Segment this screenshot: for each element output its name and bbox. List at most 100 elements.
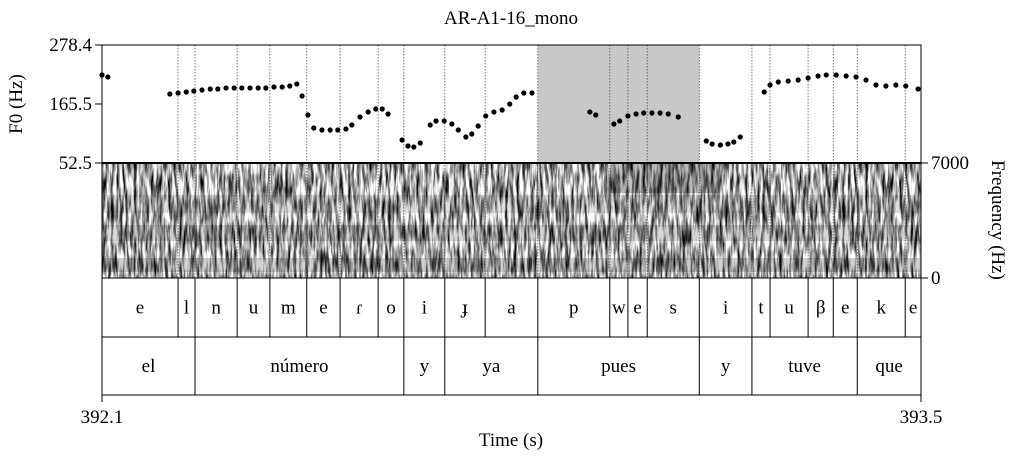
f0-point bbox=[805, 75, 811, 81]
f0-point bbox=[183, 89, 189, 95]
f0-point bbox=[491, 109, 497, 115]
f0-point bbox=[893, 82, 899, 88]
f0-point bbox=[483, 113, 489, 119]
f0-point bbox=[593, 112, 599, 118]
tier-label: tuve bbox=[788, 356, 821, 377]
f0-point bbox=[287, 83, 293, 89]
f0-point bbox=[263, 85, 269, 91]
f0-point bbox=[767, 82, 773, 88]
tier-label: u bbox=[784, 298, 794, 319]
f0-point bbox=[343, 126, 349, 132]
f0-point bbox=[299, 93, 305, 99]
f0-point bbox=[311, 125, 317, 131]
highlight-region bbox=[537, 45, 700, 163]
f0-point bbox=[625, 113, 631, 119]
f0-point bbox=[507, 101, 513, 107]
f0-point bbox=[853, 74, 859, 80]
f0-point bbox=[469, 131, 475, 137]
tier-label: s bbox=[670, 298, 677, 319]
tier-label: y bbox=[721, 356, 731, 377]
f0-point bbox=[863, 77, 869, 83]
f0-point bbox=[463, 134, 469, 140]
f0-point bbox=[271, 84, 277, 90]
spectrogram bbox=[102, 163, 921, 278]
f0-point bbox=[725, 141, 731, 147]
y2-axis-label: Frequency (Hz) bbox=[987, 160, 1008, 280]
tier-label: β bbox=[816, 298, 826, 319]
tier-label: i bbox=[723, 298, 728, 319]
f0-point bbox=[785, 78, 791, 84]
f0-point bbox=[815, 73, 821, 79]
f0-point bbox=[105, 74, 111, 80]
f0-point bbox=[709, 141, 715, 147]
tier-label: que bbox=[875, 356, 902, 377]
f0-point bbox=[617, 118, 623, 124]
f0-point bbox=[327, 127, 333, 133]
f0-point bbox=[379, 106, 385, 112]
f0-point bbox=[417, 140, 423, 146]
f0-point bbox=[239, 85, 245, 91]
f0-point bbox=[373, 106, 379, 112]
tier-label: u bbox=[249, 298, 259, 319]
f0-point bbox=[587, 109, 593, 115]
x-tick-label: 393.5 bbox=[900, 407, 943, 428]
tier-label: e bbox=[633, 298, 641, 319]
f0-point bbox=[215, 86, 221, 92]
tier-label: el bbox=[142, 356, 156, 377]
tier-label: t bbox=[758, 298, 764, 319]
f0-point bbox=[357, 114, 363, 120]
plot-layer bbox=[99, 45, 921, 395]
x-tick-label: 392.1 bbox=[81, 407, 124, 428]
f0-point bbox=[611, 121, 617, 127]
f0-point bbox=[775, 79, 781, 85]
frame bbox=[101, 44, 922, 396]
tier-label: y bbox=[420, 356, 430, 377]
f0-point bbox=[915, 86, 921, 92]
tier-label: p bbox=[569, 298, 579, 319]
tier-label: e bbox=[909, 298, 917, 319]
tier-label: n bbox=[211, 298, 221, 319]
f0-point bbox=[737, 134, 743, 140]
f0-point bbox=[335, 127, 341, 133]
f0-point bbox=[657, 110, 663, 116]
f0-point bbox=[441, 118, 447, 124]
f0-point bbox=[873, 82, 879, 88]
f0-point bbox=[411, 144, 417, 150]
f0-point bbox=[513, 94, 519, 100]
f0-point bbox=[294, 81, 300, 87]
tier-label: l bbox=[184, 298, 189, 319]
tier-label: e bbox=[841, 298, 849, 319]
f0-point bbox=[455, 127, 461, 133]
y-axis-label: F0 (Hz) bbox=[6, 74, 27, 134]
x-axis-label: Time (s) bbox=[479, 430, 543, 451]
y2-tick-label: 7000 bbox=[931, 153, 969, 174]
f0-point bbox=[385, 111, 391, 117]
tier-label: número bbox=[270, 356, 328, 377]
f0-point bbox=[499, 107, 505, 113]
tier-label: e bbox=[136, 298, 144, 319]
tier-label: w bbox=[612, 298, 626, 319]
f0-point bbox=[449, 121, 455, 127]
f0-point bbox=[633, 111, 639, 117]
f0-point bbox=[433, 118, 439, 124]
y-tick-label: 52.5 bbox=[59, 153, 92, 174]
f0-point bbox=[883, 83, 889, 89]
f0-point bbox=[665, 111, 671, 117]
f0-point bbox=[175, 90, 181, 96]
f0-point bbox=[405, 143, 411, 149]
f0-point bbox=[823, 72, 829, 78]
f0-point bbox=[649, 110, 655, 116]
f0-point bbox=[761, 89, 767, 95]
f0-point bbox=[305, 112, 311, 118]
tier-label: i bbox=[422, 298, 427, 319]
f0-point bbox=[641, 110, 647, 116]
f0-point bbox=[199, 87, 205, 93]
f0-point bbox=[223, 85, 229, 91]
f0-point bbox=[675, 114, 681, 120]
tier-label: o bbox=[386, 298, 396, 319]
f0-point bbox=[319, 127, 325, 133]
f0-point bbox=[475, 123, 481, 129]
y2-tick-label: 0 bbox=[931, 268, 941, 289]
f0-point bbox=[399, 137, 405, 143]
